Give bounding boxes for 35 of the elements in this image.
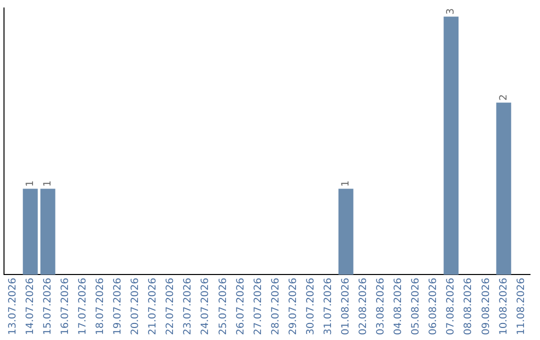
x-tick-label: 25.07.2026 bbox=[218, 278, 229, 336]
x-tick-label: 23.07.2026 bbox=[182, 278, 194, 336]
x-tick-label: 01.08.2026 bbox=[340, 278, 352, 336]
x-tick-label: 07.08.2026 bbox=[446, 278, 457, 336]
x-tick-label: 11.08.2026 bbox=[516, 278, 527, 336]
x-tick-label: 13.07.2026 bbox=[7, 278, 18, 336]
data-label: 2 bbox=[498, 94, 510, 101]
x-tick-label: 31.07.2026 bbox=[322, 278, 334, 336]
x-tick-label: 19.07.2026 bbox=[112, 278, 124, 336]
x-tick-label: 24.07.2026 bbox=[200, 278, 212, 336]
x-tick-label: 04.08.2026 bbox=[393, 278, 404, 336]
x-tick-label: 14.07.2026 bbox=[24, 278, 36, 336]
data-label: 1 bbox=[24, 180, 36, 187]
x-tick-label: 27.07.2026 bbox=[252, 278, 264, 336]
x-tick-label: 02.08.2026 bbox=[358, 278, 370, 336]
x-tick-label: 18.07.2026 bbox=[95, 278, 106, 336]
x-tick-label: 21.07.2026 bbox=[148, 278, 159, 336]
x-tick-label: 26.07.2026 bbox=[235, 278, 246, 336]
x-tick-label: 15.07.2026 bbox=[42, 278, 54, 336]
data-label: 1 bbox=[340, 180, 352, 187]
x-tick-label: 28.07.2026 bbox=[270, 278, 282, 336]
x-tick-label: 06.08.2026 bbox=[428, 278, 440, 336]
x-tick-label: 05.08.2026 bbox=[410, 278, 422, 336]
x-tick-label: 30.07.2026 bbox=[305, 278, 316, 336]
data-label: 3 bbox=[446, 8, 457, 15]
x-tick-label: 20.07.2026 bbox=[130, 278, 142, 336]
x-tick-label: 17.07.2026 bbox=[77, 278, 88, 336]
x-tick-label: 29.07.2026 bbox=[288, 278, 299, 336]
x-tick-label: 09.08.2026 bbox=[480, 278, 492, 336]
x-tick-label: 10.08.2026 bbox=[498, 278, 510, 336]
x-tick-label: 22.07.2026 bbox=[165, 278, 176, 336]
data-label: 1 bbox=[42, 180, 54, 187]
x-tick-label: 08.08.2026 bbox=[463, 278, 474, 336]
x-tick-label: 03.08.2026 bbox=[376, 278, 387, 336]
x-tick-label: 16.07.2026 bbox=[60, 278, 71, 336]
